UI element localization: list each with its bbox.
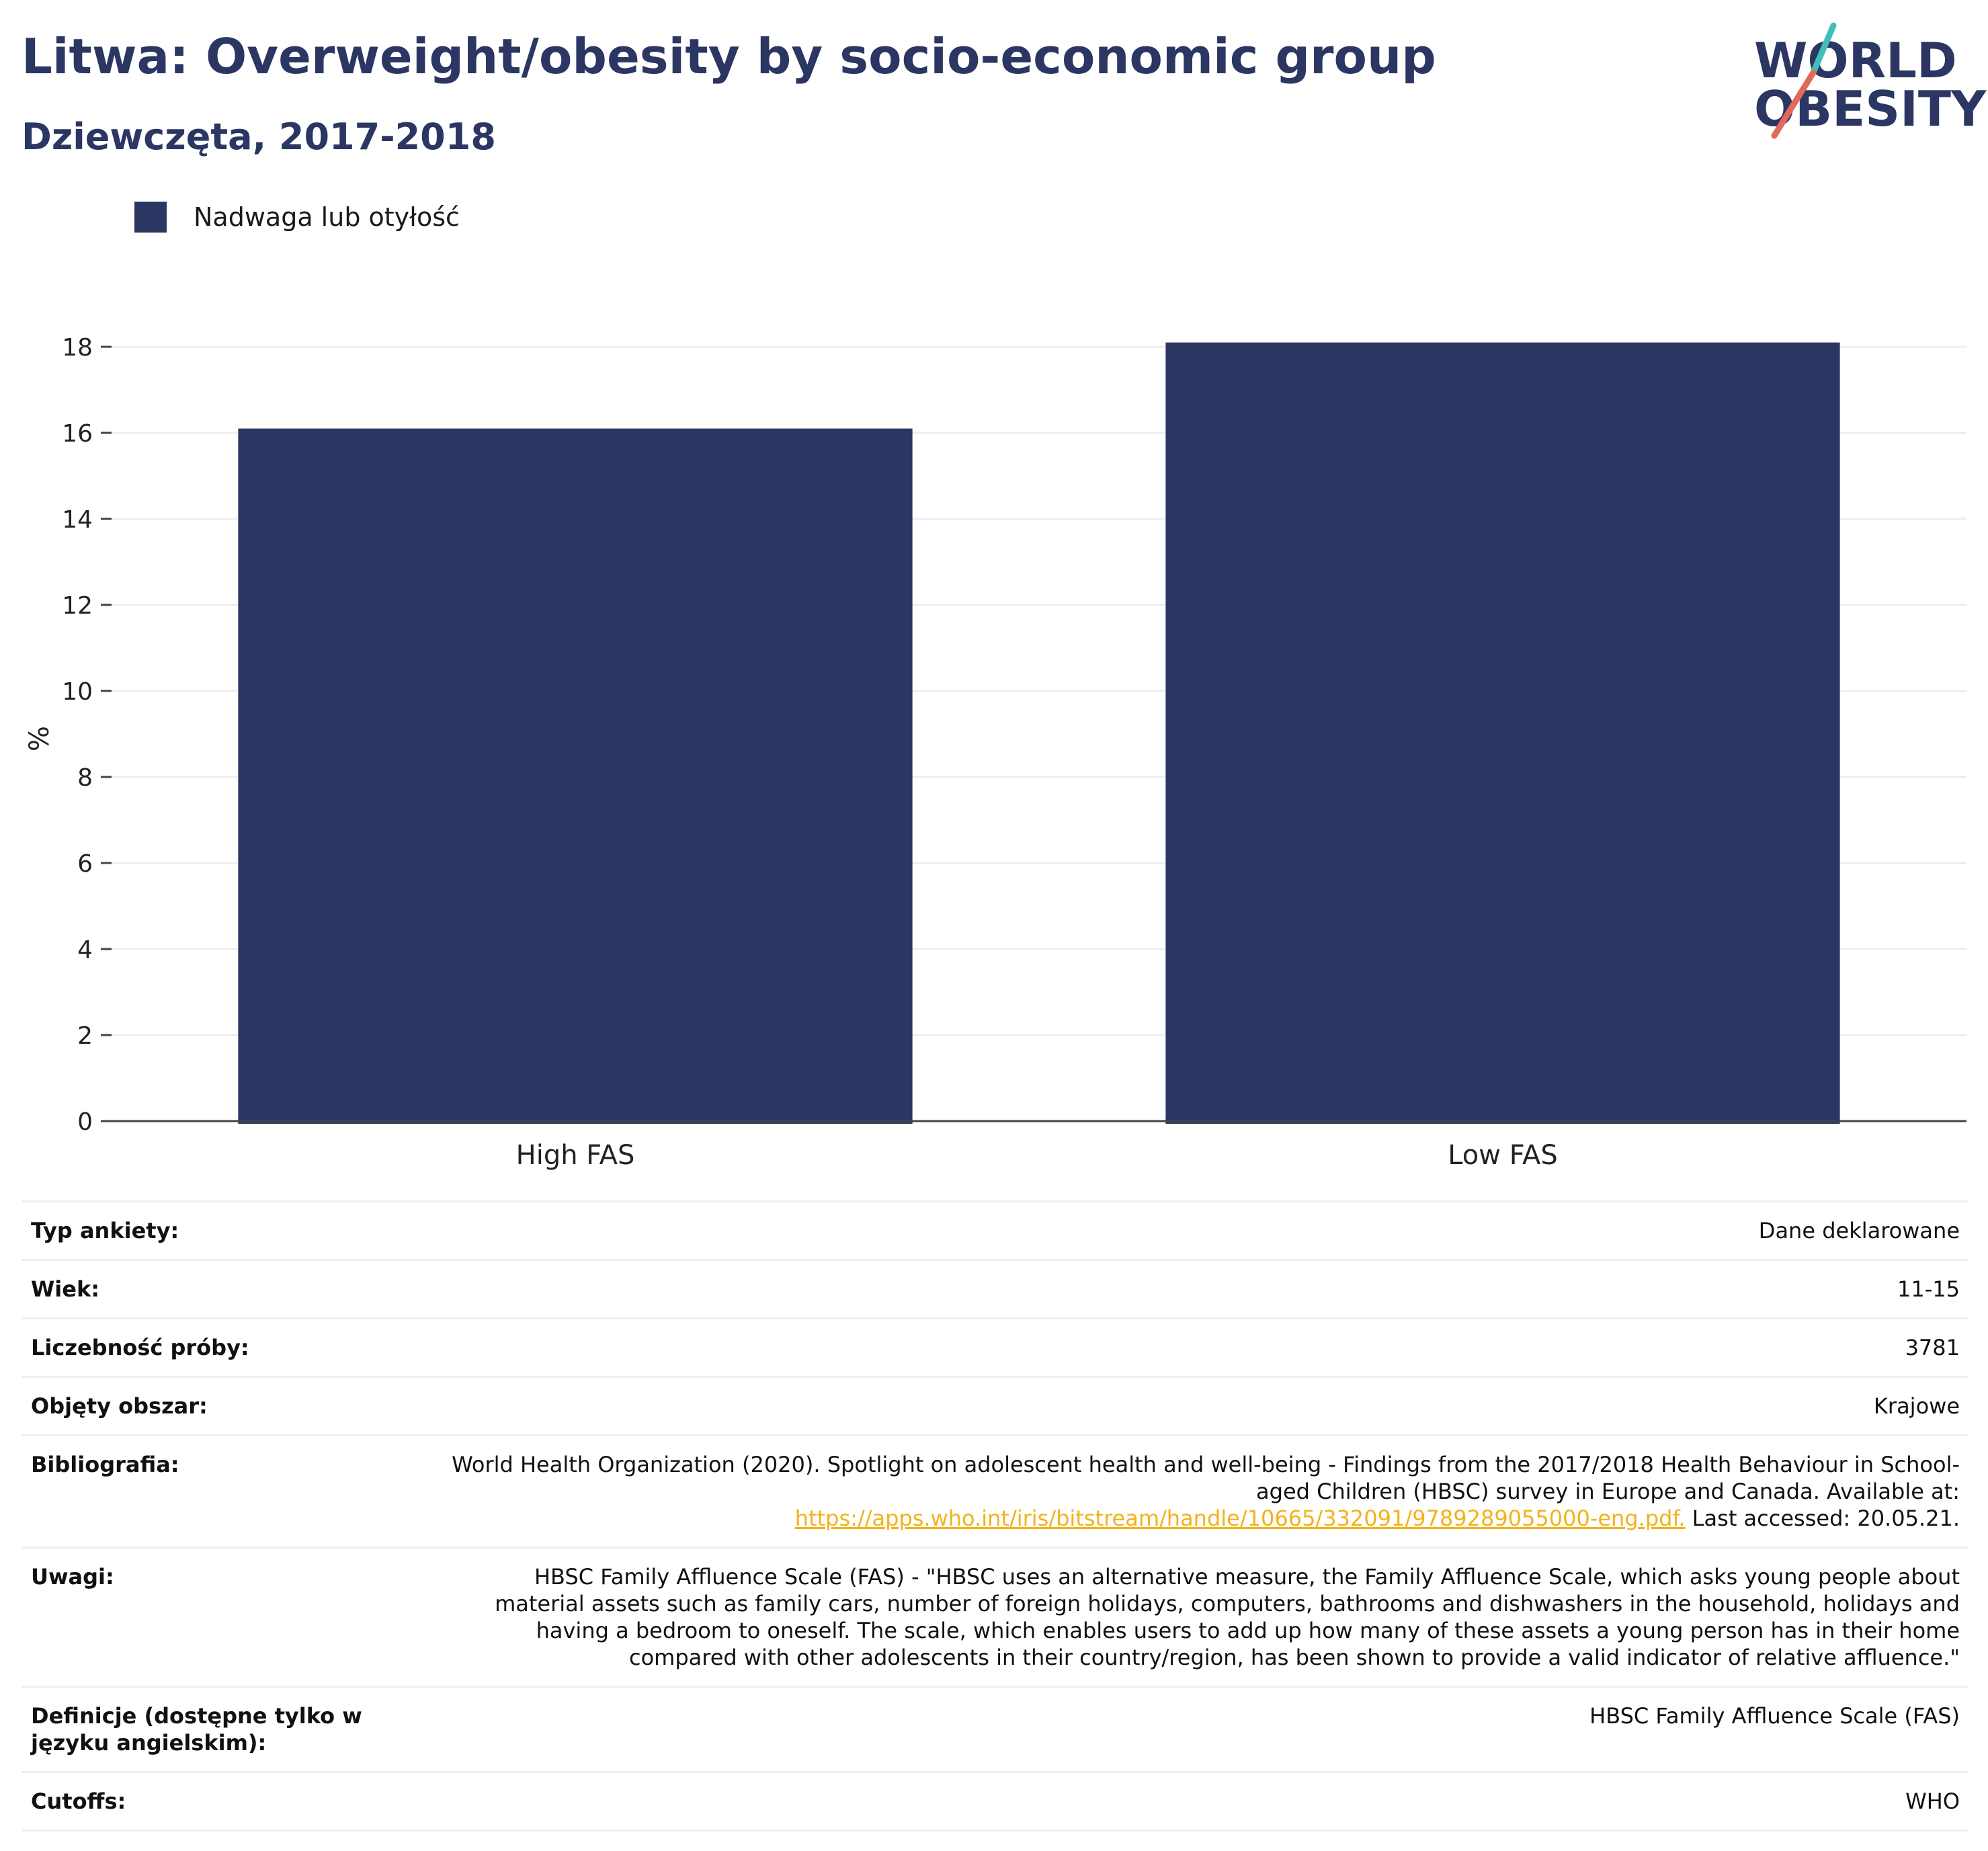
info-row: Liczebność próby: 3781 [22,1318,1968,1377]
info-value: WHO [442,1772,1968,1831]
world-obesity-logo: WORLD OBESITY [1754,20,1986,141]
y-tick-label: 12 [62,592,93,620]
info-row: Wiek: 11-15 [22,1260,1968,1319]
y-tick-label: 10 [62,678,93,706]
x-tick-label: Low FAS [1448,1140,1558,1171]
info-table: Typ ankiety: Dane deklarowane Wiek: 11-15 Li… [22,1200,1968,1832]
info-row: Definicje (dostępne tylko w języku angie… [22,1686,1968,1772]
chart-subtitle: Dziewczęta, 2017-2018 [22,116,496,158]
y-tick-label: 4 [77,936,93,964]
info-value: 11-15 [442,1260,1968,1319]
info-row: Objęty obszar: Krajowe [22,1376,1968,1436]
info-row: Uwagi: HBSC Family Affluence Scale (FAS) … [22,1547,1968,1687]
info-label: Objęty obszar: [31,1393,208,1419]
y-axis-label: % [24,726,55,751]
info-label: Cutoffs: [31,1788,126,1814]
info-label: Liczebność próby: [31,1335,249,1360]
info-value-text: Krajowe [1873,1393,1960,1419]
info-value: HBSC Family Affluence Scale (FAS) [442,1687,1968,1772]
bar-high-fas [238,428,913,1124]
info-value: World Health Organization (2020). Spotli… [442,1436,1968,1548]
info-value: HBSC Family Affluence Scale (FAS) - "HBS… [442,1548,1968,1687]
info-label: Typ ankiety: [31,1218,179,1243]
y-tick-label: 2 [77,1022,93,1050]
info-value-text: WHO [1905,1788,1960,1814]
y-tick-label: 16 [62,420,93,448]
logo-word-world: WORLD [1754,32,1957,89]
y-tick-label: 18 [62,336,93,362]
x-tick-label: High FAS [516,1140,635,1171]
info-value: Dane deklarowane [442,1202,1968,1260]
info-label: Uwagi: [31,1564,114,1590]
info-value-text: HBSC Family Affluence Scale (FAS) - "HBS… [495,1564,1960,1670]
info-value-text: HBSC Family Affluence Scale (FAS) [1589,1703,1960,1729]
bar-low-fas [1165,342,1840,1124]
info-value: Krajowe [442,1377,1968,1436]
bar-chart: 0 2 4 6 8 10 12 14 16 18 High FAS Low FAS% [24,336,1966,1171]
info-row: Bibliografia: World Health Organization (… [22,1435,1968,1548]
info-label: Wiek: [31,1276,100,1302]
info-label: Definicje (dostępne tylko w języku angie… [31,1703,362,1756]
bibliography-link[interactable]: https://apps.who.int/iris/bitstream/hand… [794,1506,1686,1531]
chart-title: Litwa: Overweight/obesity by socio-econo… [22,28,1436,85]
info-value-suffix: Last accessed: 20.05.21. [1685,1506,1960,1531]
logo-slash-icon [1771,22,1837,139]
info-row: Typ ankiety: Dane deklarowane [22,1201,1968,1260]
y-tick-label: 14 [62,506,93,534]
y-tick-label: 6 [77,850,93,878]
legend-label: Nadwaga lub otyłość [194,202,460,232]
info-value: 3781 [442,1319,1968,1377]
legend-swatch [134,202,167,233]
info-row: Cutoffs: WHO [22,1772,1968,1831]
info-value-text: 11-15 [1897,1276,1960,1302]
info-value-text: Dane deklarowane [1758,1218,1960,1243]
info-value-text: 3781 [1905,1335,1960,1360]
y-tick-label: 8 [77,764,93,792]
info-value-text: World Health Organization (2020). Spotli… [452,1452,1960,1504]
info-label: Bibliografia: [31,1452,179,1477]
y-tick-label: 0 [77,1108,93,1136]
